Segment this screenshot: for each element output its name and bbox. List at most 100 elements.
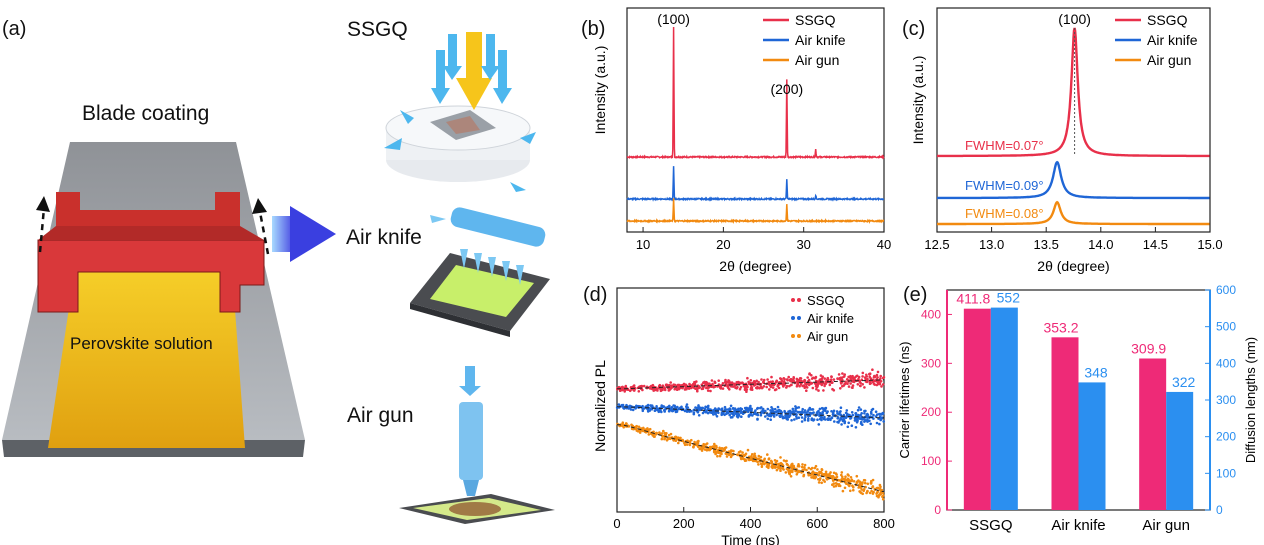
chart-d-point (785, 384, 789, 388)
chart-d-point (849, 489, 852, 493)
chart-d-series-1 (615, 403, 885, 429)
chart-d-point (759, 413, 763, 417)
chart-d-point (837, 373, 841, 376)
chart-d-point (767, 382, 771, 386)
chart-d-point (716, 454, 719, 458)
air-knife-substrate-edge (410, 303, 510, 337)
chart-e-label-diffusion: 552 (997, 290, 1021, 306)
chart-c-fwhm-air-knife: FWHM=0.09° (965, 178, 1044, 193)
chart-d-point (856, 408, 860, 412)
chart-d-point (787, 470, 790, 473)
chart-d-point (796, 464, 800, 468)
chart-b-annotation: (100) (657, 11, 690, 27)
chart-d-point (663, 410, 666, 413)
chart-d-point (667, 409, 671, 413)
chart-d-legend-marker (797, 334, 801, 338)
chart-d-point (866, 482, 870, 486)
chart-d-point (786, 378, 789, 382)
chart-d-point (725, 412, 728, 416)
chart-d-point (872, 490, 875, 494)
chart-d-point (695, 388, 699, 391)
chart-d-point (692, 408, 696, 412)
chart-d-xtick-label: 800 (873, 516, 895, 531)
chart-d-point (732, 407, 735, 410)
chart-c-series-0 (937, 27, 1210, 158)
chart-d-point (776, 405, 780, 409)
chart-d-point (637, 425, 641, 429)
chart-d-point (835, 475, 839, 479)
chart-d-point (783, 409, 786, 413)
chart-d-point (795, 415, 798, 418)
chart-d-point (741, 451, 744, 454)
chart-d-point (816, 411, 819, 414)
chart-d-point (820, 406, 824, 410)
chart-d-point (798, 384, 801, 388)
chart-d-point (810, 411, 814, 415)
chart-d-point (848, 480, 851, 483)
chart-d-point (656, 408, 659, 412)
chart-d-point (826, 418, 830, 421)
lifetime-bar-chart-e: 411.8 552 SSGQ 353.2 348 Air knife 309.9 322 Air… (897, 283, 1258, 534)
chart-d-point (807, 383, 811, 387)
chart-d-point (622, 425, 625, 429)
chart-d-point (836, 377, 839, 380)
chart-d-point (832, 409, 836, 413)
chart-d-point (743, 406, 747, 410)
chart-d-point (835, 473, 838, 476)
chart-d-point (850, 479, 853, 483)
chart-d-point (790, 383, 793, 387)
chart-d-point (859, 408, 863, 411)
xrd-zoom-chart-c: (100) FWHM=0.07° FWHM=0.09° FWHM=0.08° 12.5 1… (910, 7, 1223, 274)
chart-d-point (771, 386, 775, 389)
chart-d-point (723, 405, 727, 409)
chart-d-point (704, 410, 708, 414)
chart-d-point (729, 404, 733, 408)
chart-d-point (737, 407, 740, 411)
chart-d-point (641, 409, 645, 413)
chart-d-point (847, 474, 850, 477)
chart-d-fit-2 (616, 424, 885, 493)
air-knife-schematic (410, 207, 550, 337)
chart-d-point (836, 417, 839, 420)
chart-d-point (766, 407, 770, 411)
ssgq-main-arrow-head (456, 78, 492, 110)
chart-d-point (874, 410, 878, 413)
chart-d-point (868, 491, 872, 495)
chart-d-point (811, 471, 814, 475)
chart-e-ytick-right-label: 100 (1216, 466, 1236, 480)
chart-d-point (846, 425, 850, 429)
chart-d-point (660, 432, 664, 435)
chart-d-point (792, 466, 796, 469)
chart-d-point (875, 383, 879, 387)
chart-d-xlabel: Time (ns) (721, 532, 780, 545)
chart-d-point (736, 453, 739, 456)
chart-d-point (845, 409, 849, 412)
chart-d-point (863, 386, 866, 389)
chart-d-point (727, 379, 731, 383)
chart-d-point (868, 382, 872, 386)
chart-d-point (843, 486, 847, 490)
chart-d-point (789, 475, 793, 478)
chart-d-fit-1 (617, 406, 885, 419)
chart-d-point (648, 386, 652, 390)
chart-d-point (861, 423, 864, 426)
chart-d-point (677, 441, 680, 445)
chart-e-ytick-left-label: 200 (921, 405, 941, 419)
chart-d-xtick-label: 600 (806, 516, 828, 531)
chart-d-point (683, 383, 687, 387)
chart-d-point (673, 387, 676, 391)
chart-d-point (669, 407, 672, 411)
blade-slope (38, 226, 264, 240)
chart-d-point (706, 389, 710, 392)
chart-d-point (694, 406, 697, 409)
chart-d-point (670, 384, 673, 388)
chart-d-point (680, 384, 683, 387)
chart-d-point (687, 387, 691, 390)
chart-d-point (878, 422, 881, 426)
pl-decay-chart-d: 0 200 400 600 800 Time (ns) Normalized PL SSGQ A… (592, 287, 895, 545)
chart-d-point (637, 390, 641, 393)
chart-d-point (732, 382, 736, 386)
chart-d-point (856, 413, 860, 417)
chart-d-point (777, 409, 781, 413)
chart-d-point (683, 443, 687, 447)
